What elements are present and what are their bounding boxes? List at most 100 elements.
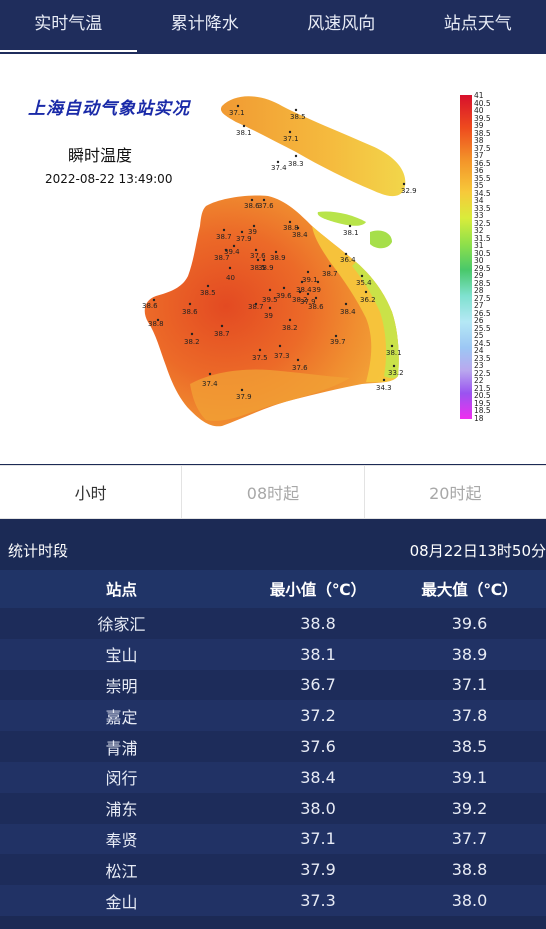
- station-reading: 38.4: [340, 308, 356, 316]
- station-reading: 38.9: [270, 254, 286, 262]
- station-reading: 38.6: [142, 302, 158, 310]
- legend-label: 26.5: [474, 308, 491, 318]
- legend-label: 27: [474, 301, 484, 310]
- table-row[interactable]: 青浦 37.6 38.5: [0, 731, 546, 762]
- legend-label: 30: [474, 256, 484, 265]
- tab-accumulated-precipitation[interactable]: 累计降水: [170, 13, 239, 34]
- station-reading: 39.5: [262, 296, 278, 304]
- min-value: 37.3: [300, 891, 336, 911]
- station-reading: 37.6: [258, 202, 274, 210]
- station-reading: 37.6: [250, 252, 266, 260]
- station-reading: 38.6: [244, 202, 260, 210]
- station-reading: 37.9: [300, 298, 316, 306]
- max-value: 38.8: [451, 860, 488, 880]
- table-row[interactable]: 金山 37.3 38.0: [0, 885, 546, 916]
- min-value: 38.1: [300, 644, 336, 664]
- station-reading: 34.3: [376, 384, 392, 392]
- table-row[interactable]: 奉贤 37.1 37.7: [0, 823, 546, 855]
- legend-label: 22.5: [474, 368, 491, 378]
- legend-label: 25.5: [474, 323, 491, 333]
- station-reading: 39.4: [224, 248, 240, 256]
- legend-label: 35.5: [474, 173, 491, 183]
- min-value: 36.7: [300, 675, 336, 695]
- table-row[interactable]: 徐家汇 38.8 39.6: [0, 608, 546, 639]
- table-header: 站点 最小值（℃） 最大值（℃）: [0, 570, 546, 608]
- legend-label: 41: [474, 91, 484, 100]
- east-coast-band: [312, 226, 399, 383]
- temperature-table: 站点 最小值（℃） 最大值（℃） 徐家汇 38.8 39.6 宝山 38.1 3…: [0, 570, 546, 916]
- legend-label: 34: [474, 196, 484, 205]
- hengsha-island-shape: [370, 230, 392, 249]
- table-row[interactable]: 闵行 38.4 39.1: [0, 761, 546, 793]
- station-reading: 37.1: [283, 135, 299, 143]
- min-value: 38.8: [300, 613, 336, 633]
- subtab-hourly[interactable]: 小时: [0, 466, 183, 518]
- station-reading: 39.6: [276, 292, 292, 300]
- table-row[interactable]: 嘉定 37.2 37.8: [0, 700, 546, 732]
- station-name: 嘉定: [105, 707, 138, 727]
- max-value: 38.0: [451, 891, 488, 911]
- legend-label: 36: [474, 166, 484, 175]
- legend-label: 32: [474, 226, 484, 235]
- station-reading: 32.9: [401, 187, 417, 195]
- legend-label: 24: [474, 346, 484, 355]
- legend-label: 29: [474, 271, 484, 280]
- legend-label: 40.5: [474, 98, 491, 108]
- station-reading: 38.5: [200, 289, 216, 297]
- station-reading: 38.5: [250, 264, 266, 272]
- legend-label: 40: [474, 106, 484, 115]
- station-reading: 33.2: [388, 369, 404, 377]
- station-reading: 38.6: [182, 308, 198, 316]
- legend-label: 34.5: [474, 188, 491, 198]
- station-reading: 37.4: [202, 380, 218, 388]
- legend-label: 37: [474, 151, 484, 160]
- min-value: 37.9: [300, 860, 336, 880]
- station-reading: 38.9: [258, 264, 274, 272]
- max-value: 38.9: [451, 644, 488, 664]
- tab-station-weather[interactable]: 站点天气: [443, 13, 512, 34]
- station-name: 浦东: [105, 800, 138, 820]
- station-reading: 39: [248, 228, 257, 236]
- station-name: 闵行: [105, 769, 138, 789]
- legend-label: 36.5: [474, 158, 491, 168]
- station-reading: 38.2: [184, 338, 200, 346]
- min-value: 37.1: [300, 829, 336, 849]
- table-row[interactable]: 宝山 38.1 38.9: [0, 638, 546, 670]
- station-reading: 38.7: [216, 233, 232, 241]
- changxing-island-shape: [317, 211, 366, 226]
- station-reading: 38.4: [296, 286, 312, 294]
- legend-label: 31: [474, 241, 484, 250]
- subtab-since-20[interactable]: 20时起: [429, 484, 482, 503]
- legend-label: 27.5: [474, 293, 491, 303]
- station-reading: 39: [264, 312, 273, 320]
- max-value: 37.1: [451, 675, 488, 695]
- tab-realtime-temperature[interactable]: 实时气温: [0, 0, 137, 54]
- station-reading: 35.4: [356, 279, 372, 287]
- table-row[interactable]: 浦东 38.0 39.2: [0, 792, 546, 824]
- station-reading: 37.9: [236, 235, 252, 243]
- min-value: 38.4: [300, 767, 336, 787]
- legend-label: 21.5: [474, 383, 491, 393]
- legend-label: 31.5: [474, 233, 491, 243]
- station-name: 宝山: [105, 646, 138, 666]
- legend-label: 23.5: [474, 353, 491, 363]
- east-coast-green: [352, 262, 399, 379]
- legend-label: 20.5: [474, 391, 491, 400]
- station-reading: 38.2: [282, 324, 298, 332]
- station-reading: 38.3: [288, 160, 304, 168]
- subtab-since-08[interactable]: 08时起: [182, 466, 365, 518]
- temperature-map-card: 37.1 38.1 37.1 38.5 37.4 38.3 32.9 38.6 …: [0, 54, 546, 464]
- table-row[interactable]: 崇明 36.7 37.1: [0, 669, 546, 701]
- legend-label: 24.5: [474, 338, 491, 348]
- map-subtitle: 瞬时温度: [68, 146, 133, 165]
- station-reading: 37.3: [274, 352, 290, 360]
- stat-period-value: 08月22日13时50分: [409, 541, 546, 560]
- header-max: 最大值（℃）: [421, 581, 518, 599]
- top-tab-bar: 实时气温 累计降水 风速风向 站点天气: [0, 0, 546, 54]
- min-value: 38.0: [300, 798, 336, 818]
- station-name: 奉贤: [105, 830, 138, 850]
- table-row[interactable]: 松江 37.9 38.8: [0, 854, 546, 886]
- tab-wind[interactable]: 风速风向: [307, 13, 376, 34]
- period-subtabs: 小时 08时起 20时起: [0, 465, 546, 519]
- stat-period-label: 统计时段: [8, 541, 69, 560]
